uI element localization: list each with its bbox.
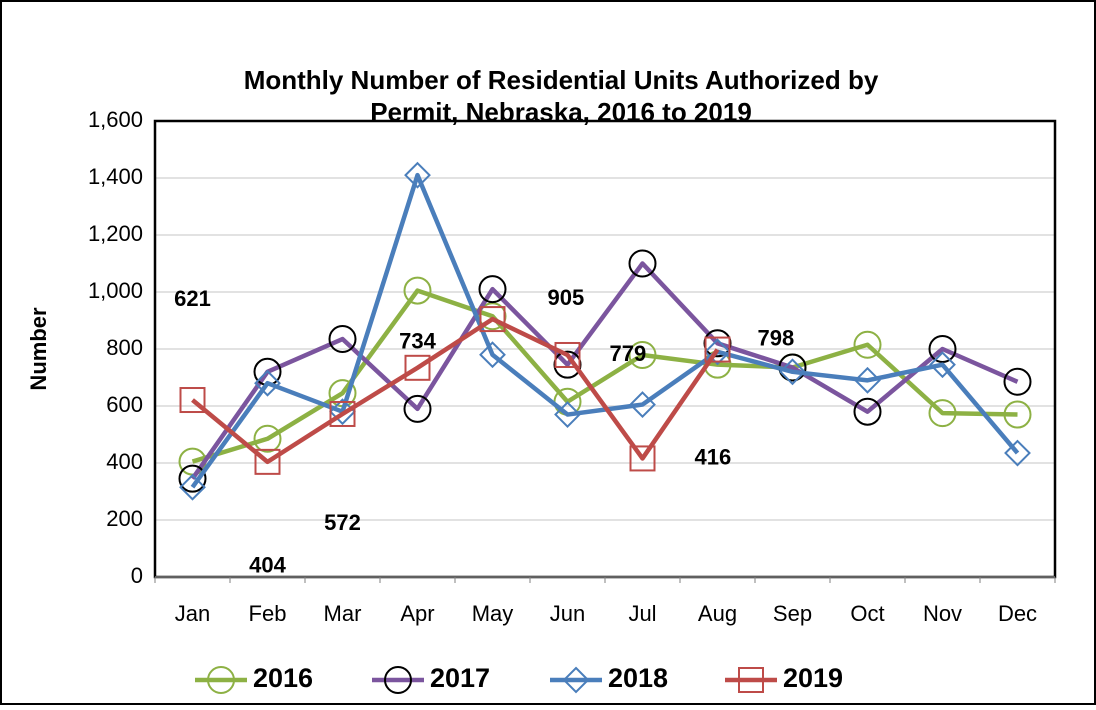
value-label: 779 — [610, 341, 647, 366]
point — [1004, 439, 1031, 467]
value-label: 572 — [324, 510, 361, 535]
point — [629, 391, 656, 418]
x-tick-label: Apr — [400, 601, 434, 626]
point — [628, 249, 657, 278]
y-axis-label: Number — [26, 307, 51, 391]
y-tick-label: 800 — [106, 335, 143, 360]
point — [479, 341, 506, 369]
y-tick-label: 1,400 — [88, 164, 143, 189]
point — [853, 397, 882, 426]
point — [738, 667, 764, 693]
point — [554, 341, 581, 368]
x-tick-label: Aug — [698, 601, 737, 626]
value-label: 734 — [399, 329, 436, 354]
value-label: 798 — [758, 325, 795, 350]
x-tick-label: Jul — [628, 601, 656, 626]
point — [254, 448, 281, 475]
point — [554, 401, 581, 428]
point — [628, 340, 657, 369]
y-tick-label: 600 — [106, 392, 143, 417]
point — [207, 666, 235, 694]
chart-title: Permit, Nebraska, 2016 to 2019 — [370, 97, 752, 127]
y-tick-label: 400 — [106, 449, 143, 474]
x-tick-label: Mar — [324, 601, 362, 626]
x-tick-label: Oct — [850, 601, 884, 626]
legend-label: 2016 — [253, 663, 313, 693]
point — [328, 325, 357, 354]
point — [928, 399, 957, 428]
y-tick-label: 1,600 — [88, 107, 143, 132]
x-tick-label: Jan — [175, 601, 210, 626]
x-tick-label: Nov — [923, 601, 962, 626]
value-label: 416 — [695, 444, 732, 469]
value-label: 621 — [174, 286, 211, 311]
x-tick-label: Jun — [550, 601, 585, 626]
legend-label: 2018 — [608, 663, 668, 693]
point — [928, 335, 957, 363]
legend-label: 2017 — [430, 663, 490, 693]
point — [562, 666, 590, 694]
point — [179, 387, 206, 414]
y-tick-label: 200 — [106, 506, 143, 531]
point — [179, 473, 206, 501]
point — [254, 369, 281, 397]
point — [404, 354, 431, 381]
point — [403, 394, 432, 423]
y-tick-label: 1,200 — [88, 221, 143, 246]
point — [929, 351, 956, 379]
y-tick-label: 1,000 — [88, 278, 143, 303]
value-label: 905 — [548, 285, 585, 310]
point — [329, 400, 356, 427]
point — [779, 358, 806, 386]
x-tick-label: May — [472, 601, 514, 626]
point — [478, 275, 507, 304]
point — [384, 666, 412, 694]
point — [629, 445, 656, 472]
chart-title: Monthly Number of Residential Units Auth… — [244, 65, 879, 95]
point — [853, 330, 882, 359]
series-line — [191, 288, 1018, 464]
point — [403, 276, 432, 305]
point — [404, 161, 431, 189]
point — [854, 366, 881, 394]
point — [704, 338, 731, 366]
point — [1003, 400, 1032, 429]
y-tick-label: 0 — [131, 563, 143, 588]
point — [479, 306, 506, 333]
point — [253, 424, 282, 453]
point — [1003, 367, 1032, 396]
value-label: 404 — [249, 553, 286, 578]
legend-label: 2019 — [783, 663, 843, 693]
x-tick-label: Dec — [998, 601, 1037, 626]
x-tick-label: Feb — [249, 601, 287, 626]
point — [704, 336, 731, 363]
x-tick-label: Sep — [773, 601, 812, 626]
point — [178, 464, 207, 493]
